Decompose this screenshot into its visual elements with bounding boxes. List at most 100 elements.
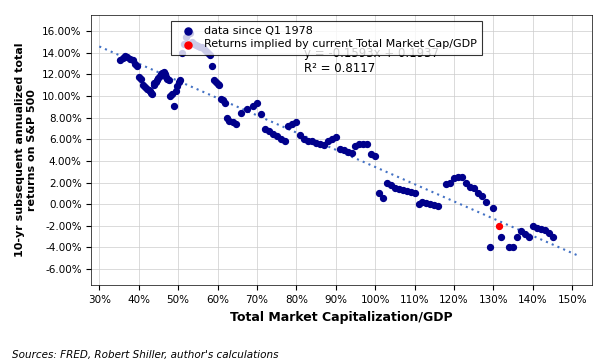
- data since Q1 1978: [532, 225, 541, 231]
- data since Q1 1978: [191, 42, 201, 48]
- data since Q1 1978: [476, 193, 486, 198]
- data since Q1 1978: [242, 106, 252, 112]
- data since Q1 1978: [524, 234, 534, 240]
- data since Q1 1978: [128, 58, 138, 63]
- data since Q1 1978: [354, 141, 364, 147]
- data since Q1 1978: [138, 82, 148, 88]
- data since Q1 1978: [548, 234, 557, 240]
- data since Q1 1978: [406, 189, 416, 195]
- data since Q1 1978: [228, 119, 238, 125]
- data since Q1 1978: [152, 77, 161, 83]
- data since Q1 1978: [426, 201, 435, 207]
- data since Q1 1978: [165, 93, 175, 99]
- Y-axis label: 10-yr subsequent annualized total
returns on S&P 500: 10-yr subsequent annualized total return…: [15, 43, 36, 257]
- data since Q1 1978: [217, 96, 226, 102]
- data since Q1 1978: [175, 77, 185, 83]
- data since Q1 1978: [141, 86, 151, 91]
- data since Q1 1978: [465, 184, 475, 190]
- data since Q1 1978: [158, 70, 168, 75]
- data since Q1 1978: [339, 147, 348, 153]
- data since Q1 1978: [375, 190, 384, 196]
- data since Q1 1978: [461, 180, 470, 186]
- data since Q1 1978: [268, 131, 277, 137]
- data since Q1 1978: [172, 83, 182, 89]
- data since Q1 1978: [410, 190, 419, 196]
- data since Q1 1978: [331, 134, 341, 140]
- data since Q1 1978: [149, 82, 158, 88]
- data since Q1 1978: [203, 50, 212, 56]
- data since Q1 1978: [144, 87, 154, 92]
- data since Q1 1978: [201, 48, 211, 54]
- data since Q1 1978: [489, 206, 498, 211]
- data since Q1 1978: [288, 121, 297, 127]
- data since Q1 1978: [457, 174, 467, 180]
- data since Q1 1978: [151, 79, 160, 85]
- data since Q1 1978: [146, 90, 156, 96]
- data since Q1 1978: [520, 232, 530, 237]
- X-axis label: Total Market Capitalization/GDP: Total Market Capitalization/GDP: [231, 310, 453, 324]
- data since Q1 1978: [343, 149, 353, 155]
- data since Q1 1978: [390, 185, 400, 191]
- data since Q1 1978: [418, 199, 427, 205]
- data since Q1 1978: [414, 201, 424, 207]
- data since Q1 1978: [351, 143, 361, 149]
- data since Q1 1978: [323, 139, 333, 145]
- data since Q1 1978: [382, 180, 392, 186]
- data since Q1 1978: [283, 123, 293, 129]
- data since Q1 1978: [453, 174, 463, 180]
- data since Q1 1978: [125, 56, 135, 62]
- data since Q1 1978: [148, 91, 157, 97]
- data since Q1 1978: [205, 52, 214, 58]
- data since Q1 1978: [481, 199, 490, 205]
- data since Q1 1978: [169, 103, 179, 109]
- data since Q1 1978: [446, 180, 455, 186]
- data since Q1 1978: [130, 61, 140, 67]
- data since Q1 1978: [236, 110, 246, 116]
- data since Q1 1978: [154, 75, 163, 80]
- data since Q1 1978: [398, 187, 408, 193]
- data since Q1 1978: [367, 151, 376, 157]
- data since Q1 1978: [291, 119, 301, 125]
- data since Q1 1978: [362, 141, 372, 147]
- data since Q1 1978: [256, 111, 266, 117]
- data since Q1 1978: [430, 202, 439, 208]
- data since Q1 1978: [193, 43, 203, 49]
- data since Q1 1978: [156, 72, 166, 78]
- data since Q1 1978: [136, 76, 146, 82]
- data since Q1 1978: [189, 41, 198, 47]
- Text: Sources: FRED, Robert Shiller, author's calculations: Sources: FRED, Robert Shiller, author's …: [12, 351, 279, 360]
- data since Q1 1978: [155, 73, 164, 79]
- data since Q1 1978: [211, 79, 220, 85]
- data since Q1 1978: [223, 115, 232, 120]
- data since Q1 1978: [115, 58, 124, 63]
- data since Q1 1978: [145, 88, 155, 94]
- data since Q1 1978: [140, 84, 149, 90]
- data since Q1 1978: [504, 245, 514, 250]
- data since Q1 1978: [122, 54, 132, 60]
- data since Q1 1978: [319, 142, 329, 148]
- data since Q1 1978: [433, 203, 443, 209]
- data since Q1 1978: [118, 55, 127, 61]
- data since Q1 1978: [497, 234, 506, 240]
- data since Q1 1978: [378, 195, 388, 201]
- Legend: data since Q1 1978, Returns implied by current Total Market Cap/GDP: data since Q1 1978, Returns implied by c…: [171, 20, 482, 55]
- data since Q1 1978: [197, 44, 206, 50]
- data since Q1 1978: [540, 227, 549, 233]
- data since Q1 1978: [484, 245, 494, 250]
- data since Q1 1978: [327, 136, 337, 142]
- data since Q1 1978: [185, 31, 195, 36]
- data since Q1 1978: [512, 234, 522, 240]
- data since Q1 1978: [359, 141, 368, 147]
- data since Q1 1978: [225, 118, 234, 124]
- data since Q1 1978: [232, 121, 242, 127]
- data since Q1 1978: [528, 223, 538, 229]
- data since Q1 1978: [307, 139, 317, 145]
- Returns implied by current Total Market Cap/GDP: [495, 223, 504, 229]
- data since Q1 1978: [335, 146, 345, 152]
- data since Q1 1978: [219, 98, 228, 103]
- data since Q1 1978: [120, 53, 130, 59]
- data since Q1 1978: [296, 132, 305, 138]
- data since Q1 1978: [132, 63, 141, 69]
- data since Q1 1978: [252, 100, 262, 106]
- data since Q1 1978: [469, 185, 478, 191]
